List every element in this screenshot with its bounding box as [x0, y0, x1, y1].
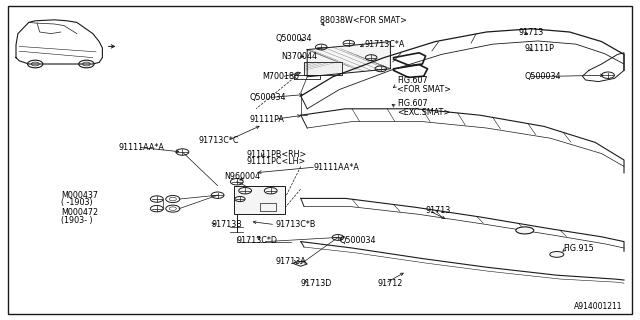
- Polygon shape: [304, 62, 342, 75]
- Text: FIG.607: FIG.607: [397, 76, 428, 85]
- Text: 91713C*D: 91713C*D: [237, 236, 278, 245]
- Text: N370044: N370044: [282, 52, 317, 60]
- Text: 91713A: 91713A: [275, 257, 306, 266]
- Text: M000437: M000437: [61, 191, 98, 200]
- Text: 91713: 91713: [426, 206, 451, 215]
- Text: Q500034: Q500034: [525, 72, 561, 81]
- Text: (1903- ): (1903- ): [61, 216, 92, 225]
- Text: 91713: 91713: [518, 28, 543, 36]
- Text: 91111PB<RH>: 91111PB<RH>: [246, 150, 307, 159]
- Text: 88038W<FOR SMAT>: 88038W<FOR SMAT>: [320, 16, 407, 25]
- Text: Q500034: Q500034: [275, 34, 312, 43]
- Text: 91713D: 91713D: [301, 279, 332, 288]
- Text: 91713B: 91713B: [211, 220, 242, 229]
- Text: <EXC.SMAT>: <EXC.SMAT>: [397, 108, 450, 116]
- Text: 91111PA: 91111PA: [250, 115, 284, 124]
- Ellipse shape: [550, 252, 564, 257]
- Text: FIG.607: FIG.607: [397, 99, 428, 108]
- Text: 91712: 91712: [378, 279, 403, 288]
- Text: 91111PC<LH>: 91111PC<LH>: [246, 157, 306, 166]
- Ellipse shape: [516, 227, 534, 234]
- Text: 91111P: 91111P: [525, 44, 555, 52]
- Text: ( -1903): ( -1903): [61, 198, 92, 207]
- Bar: [260, 203, 276, 211]
- Text: 91111AA*A: 91111AA*A: [118, 143, 164, 152]
- Text: 91713C*B: 91713C*B: [275, 220, 316, 229]
- Text: Q500034: Q500034: [339, 236, 376, 245]
- Polygon shape: [307, 42, 390, 77]
- Text: N960004: N960004: [224, 172, 260, 181]
- Text: 91111AA*A: 91111AA*A: [314, 163, 360, 172]
- Text: M700186: M700186: [262, 72, 300, 81]
- Text: 91713C*A: 91713C*A: [365, 40, 405, 49]
- Text: 91713C*C: 91713C*C: [198, 136, 239, 145]
- Text: <FOR SMAT>: <FOR SMAT>: [397, 85, 451, 94]
- Text: A914001211: A914001211: [573, 302, 622, 311]
- Bar: [234, 186, 285, 214]
- Text: Q500034: Q500034: [250, 93, 286, 102]
- Text: M000472: M000472: [61, 208, 98, 217]
- Text: FIG.915: FIG.915: [563, 244, 594, 253]
